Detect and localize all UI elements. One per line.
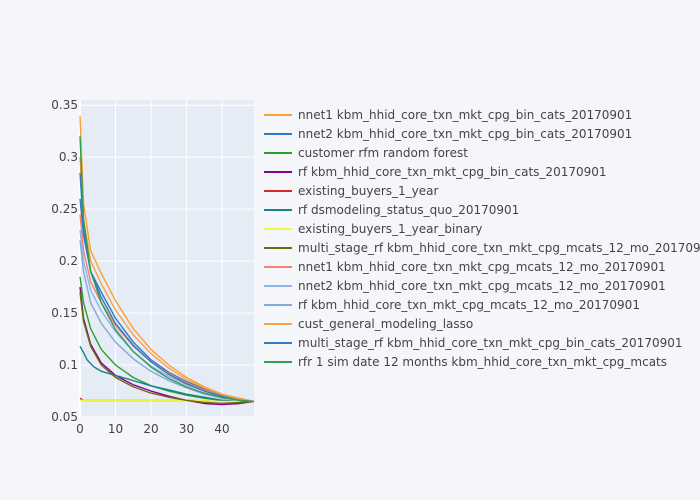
x-tick-label: 0 <box>76 422 84 436</box>
legend-item[interactable]: multi_stage_rf kbm_hhid_core_txn_mkt_cpg… <box>264 241 700 255</box>
legend-label: nnet1 kbm_hhid_core_txn_mkt_cpg_mcats_12… <box>298 260 666 274</box>
legend-item[interactable]: customer rfm random forest <box>264 146 468 160</box>
series-line-11 <box>79 240 255 403</box>
legend-label: rf kbm_hhid_core_txn_mkt_cpg_bin_cats_20… <box>298 165 607 179</box>
series-line-8 <box>79 292 255 405</box>
legend-item[interactable]: rf kbm_hhid_core_txn_mkt_cpg_mcats_12_mo… <box>264 298 640 312</box>
series-line-14 <box>79 136 255 403</box>
legend-item[interactable]: nnet1 kbm_hhid_core_txn_mkt_cpg_mcats_12… <box>264 260 666 274</box>
legend-label: multi_stage_rf kbm_hhid_core_txn_mkt_cpg… <box>298 336 683 350</box>
legend-label: customer rfm random forest <box>298 146 468 160</box>
legend-label: cust_general_modeling_lasso <box>298 317 473 331</box>
legend-item[interactable]: nnet2 kbm_hhid_core_txn_mkt_cpg_mcats_12… <box>264 279 666 293</box>
legend-item[interactable]: nnet2 kbm_hhid_core_txn_mkt_cpg_bin_cats… <box>264 127 632 141</box>
legend-label: existing_buyers_1_year_binary <box>298 222 482 236</box>
legend-label: multi_stage_rf kbm_hhid_core_txn_mkt_cpg… <box>298 241 700 255</box>
y-tick-label: 0.3 <box>59 150 78 164</box>
series-line-7 <box>80 399 254 403</box>
x-axis-ticks: 0 10 20 30 40 <box>76 422 230 436</box>
legend-item[interactable]: existing_buyers_1_year_binary <box>264 222 482 236</box>
y-tick-label: 0.2 <box>59 254 78 268</box>
y-tick-label: 0.25 <box>51 202 78 216</box>
legend-item[interactable]: cust_general_modeling_lasso <box>264 317 473 331</box>
x-tick-label: 10 <box>108 422 123 436</box>
legend-item[interactable]: nnet1 kbm_hhid_core_txn_mkt_cpg_bin_cats… <box>264 108 632 122</box>
y-axis-ticks: 0.05 0.1 0.15 0.2 0.25 0.3 0.35 <box>51 98 78 424</box>
x-tick-label: 20 <box>143 422 158 436</box>
legend-label: rf kbm_hhid_core_txn_mkt_cpg_mcats_12_mo… <box>298 298 640 312</box>
legend-item[interactable]: rf kbm_hhid_core_txn_mkt_cpg_bin_cats_20… <box>264 165 607 179</box>
series-line-12 <box>79 157 255 403</box>
legend-item[interactable]: rf dsmodeling_status_quo_20170901 <box>264 203 519 217</box>
grid <box>79 100 254 418</box>
legend-item[interactable]: existing_buyers_1_year <box>264 184 438 198</box>
legend-label: rfr 1 sim date 12 months kbm_hhid_core_t… <box>298 355 667 369</box>
x-tick-label: 30 <box>179 422 194 436</box>
legend-label: nnet2 kbm_hhid_core_txn_mkt_cpg_bin_cats… <box>298 127 632 141</box>
legend-label: rf dsmodeling_status_quo_20170901 <box>298 203 519 217</box>
y-tick-label: 0.15 <box>51 306 78 320</box>
legend-label: nnet2 kbm_hhid_core_txn_mkt_cpg_mcats_12… <box>298 279 666 293</box>
legend-item[interactable]: rfr 1 sim date 12 months kbm_hhid_core_t… <box>264 355 667 369</box>
y-tick-label: 0.35 <box>51 98 78 112</box>
y-tick-label: 0.1 <box>59 358 78 372</box>
x-tick-label: 40 <box>214 422 229 436</box>
legend: nnet1 kbm_hhid_core_txn_mkt_cpg_bin_cats… <box>264 108 700 369</box>
series-line-6 <box>79 345 254 403</box>
series-lines <box>79 115 255 406</box>
legend-label: existing_buyers_1_year <box>298 184 438 198</box>
legend-item[interactable]: multi_stage_rf kbm_hhid_core_txn_mkt_cpg… <box>264 336 683 350</box>
y-tick-label: 0.05 <box>51 410 78 424</box>
legend-label: nnet1 kbm_hhid_core_txn_mkt_cpg_bin_cats… <box>298 108 632 122</box>
